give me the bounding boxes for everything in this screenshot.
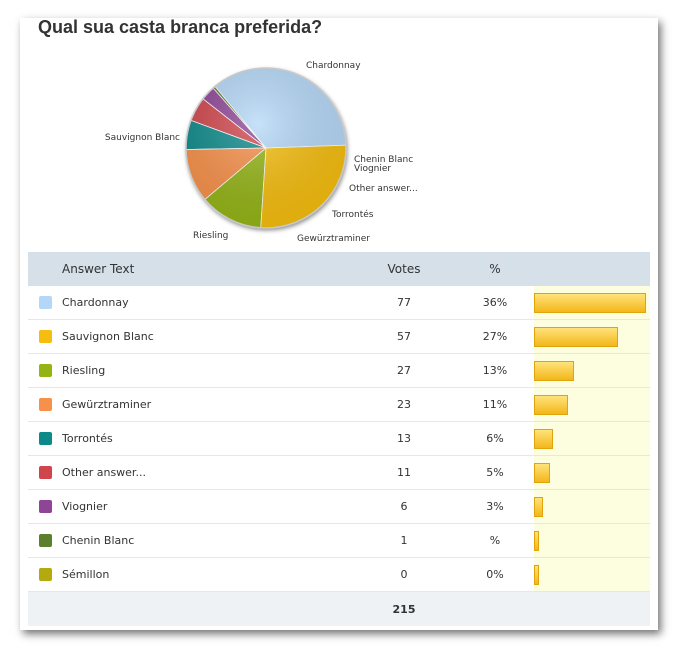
- pie-slice-label: Other answer...: [349, 184, 418, 194]
- table-row: Gewürztraminer 23 11%: [28, 387, 650, 422]
- vote-bar: [534, 530, 539, 551]
- table-row: Torrontés 13 6%: [28, 421, 650, 456]
- answer-label: Chenin Blanc: [62, 523, 352, 558]
- answer-label: Gewürztraminer: [62, 387, 352, 422]
- vote-count: 57: [352, 319, 456, 354]
- answer-label: Sémillon: [62, 557, 352, 592]
- total-votes: 215: [352, 591, 456, 626]
- color-swatch: [38, 568, 52, 582]
- vote-percent: 5%: [456, 455, 534, 490]
- answer-text-header: Answer Text: [62, 252, 352, 286]
- vote-percent: 11%: [456, 387, 534, 422]
- vote-count: 13: [352, 421, 456, 456]
- vote-percent: 13%: [456, 353, 534, 388]
- table-row: Chardonnay 77 36%: [28, 286, 650, 320]
- table-row: Sémillon 0 0%: [28, 557, 650, 592]
- answer-label: Riesling: [62, 353, 352, 388]
- table-header-row: Answer Text Votes %: [28, 252, 650, 286]
- votes-header: Votes: [352, 252, 456, 286]
- pie-slice-label: Riesling: [193, 231, 228, 241]
- color-swatch: [38, 534, 52, 548]
- vote-count: 6: [352, 489, 456, 524]
- bar-header: [534, 252, 650, 286]
- table-row: Other answer... 11 5%: [28, 455, 650, 490]
- swatch-header: [28, 252, 62, 286]
- color-swatch: [38, 466, 52, 480]
- results-table: Answer Text Votes % Chardonnay 77 36% Sauvi…: [28, 252, 650, 626]
- vote-percent: 0%: [456, 557, 534, 592]
- answer-label: Viognier: [62, 489, 352, 524]
- vote-count: 11: [352, 455, 456, 490]
- table-row: Chenin Blanc 1%: [28, 523, 650, 558]
- vote-count: 77: [352, 286, 456, 320]
- pie-slice-label: Torrontés: [331, 209, 374, 220]
- vote-bar: [534, 564, 539, 585]
- vote-bar: [534, 326, 618, 347]
- vote-count: 23: [352, 387, 456, 422]
- answer-label: Chardonnay: [62, 286, 352, 320]
- answer-label: Sauvignon Blanc: [62, 319, 352, 354]
- answer-label: Torrontés: [62, 421, 352, 456]
- vote-percent: %: [456, 523, 534, 558]
- color-swatch: [38, 330, 52, 344]
- vote-percent: 6%: [456, 421, 534, 456]
- vote-bar: [534, 360, 574, 381]
- table-row: Viognier 6 3%: [28, 489, 650, 524]
- vote-count: 1: [352, 523, 456, 558]
- table-row: Sauvignon Blanc 57 27%: [28, 319, 650, 354]
- total-row: 215: [28, 591, 650, 626]
- color-swatch: [38, 364, 52, 378]
- color-swatch: [38, 432, 52, 446]
- answer-label: Other answer...: [62, 455, 352, 490]
- vote-count: 27: [352, 353, 456, 388]
- vote-percent: 3%: [456, 489, 534, 524]
- pie-slice-label: Chenin Blanc: [354, 155, 413, 165]
- vote-bar: [534, 292, 646, 313]
- pie-slice-label: Gewürztraminer: [297, 234, 370, 244]
- vote-bar: [534, 428, 553, 449]
- vote-count: 0: [352, 557, 456, 592]
- pie-slice-label: Viognier: [354, 164, 391, 174]
- color-swatch: [38, 500, 52, 514]
- vote-percent: 27%: [456, 319, 534, 354]
- vote-bar: [534, 496, 543, 517]
- color-swatch: [38, 398, 52, 412]
- color-swatch: [38, 296, 52, 310]
- percent-header: %: [456, 252, 534, 286]
- pie-slice-label: Chardonnay: [306, 61, 361, 71]
- table-row: Riesling 27 13%: [28, 353, 650, 388]
- vote-bar: [534, 394, 568, 415]
- vote-percent: 36%: [456, 286, 534, 320]
- vote-bar: [534, 462, 550, 483]
- poll-title: Qual sua casta branca preferida?: [38, 17, 323, 37]
- pie-slice-label: Sauvignon Blanc: [105, 133, 180, 143]
